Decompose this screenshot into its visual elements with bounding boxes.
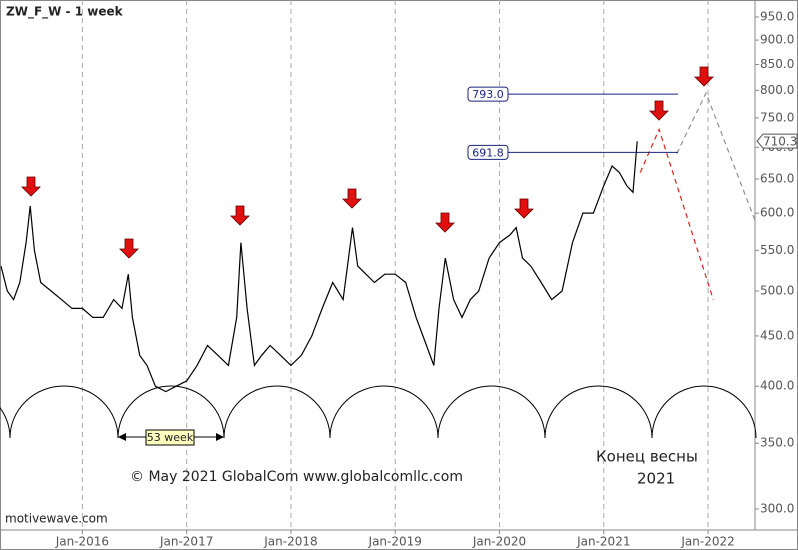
x-tick-label: Jan-2018 (263, 535, 317, 549)
last-price-label: 710.3 (763, 135, 797, 149)
y-tick-label: 950.0 (760, 9, 794, 23)
y-tick-label: 750.0 (760, 110, 794, 124)
chart-title: ZW_F_W - 1 week (6, 5, 124, 20)
projection-line (639, 127, 714, 300)
y-tick-label: 550.0 (760, 243, 794, 257)
y-tick-label: 850.0 (760, 57, 794, 71)
last-price-tag (756, 133, 798, 149)
price-line (0, 141, 638, 393)
level-label: 691.8 (472, 146, 504, 159)
level-label: 793.0 (472, 88, 504, 101)
x-tick-label: Jan-2016 (55, 535, 109, 549)
cycle-length: 53 week (118, 429, 224, 446)
y-tick-label: 900.0 (760, 33, 794, 47)
y-tick-label: 350.0 (760, 436, 794, 450)
annotation: Конец весны (596, 448, 698, 466)
y-tick-label: 800.0 (760, 83, 794, 97)
y-tick-label: 300.0 (760, 502, 794, 516)
projection-line (676, 91, 756, 221)
annotation: 2021 (637, 470, 675, 488)
cycle-arrows (21, 66, 714, 259)
y-tick-label: 650.0 (760, 171, 794, 185)
x-tick-label: Jan-2019 (368, 535, 422, 549)
y-tick-label: 450.0 (760, 328, 794, 342)
y-tick-label: 400.0 (760, 379, 794, 393)
level-box (467, 86, 509, 102)
annotation: 53 week (147, 431, 194, 444)
x-tick-label: Jan-2022 (680, 535, 734, 549)
y-tick-label: 600.0 (760, 206, 794, 220)
x-tick-label: Jan-2017 (159, 535, 213, 549)
level-box (467, 144, 509, 160)
annotation: motivewave.com (5, 512, 108, 526)
y-tick-label: 500.0 (760, 283, 794, 297)
annotation: © May 2021 GlobalCom www.globalcomllc.co… (130, 469, 463, 485)
x-tick-label: Jan-2021 (576, 535, 630, 549)
cycle-arcs (0, 385, 757, 439)
x-tick-label: Jan-2020 (472, 535, 526, 549)
